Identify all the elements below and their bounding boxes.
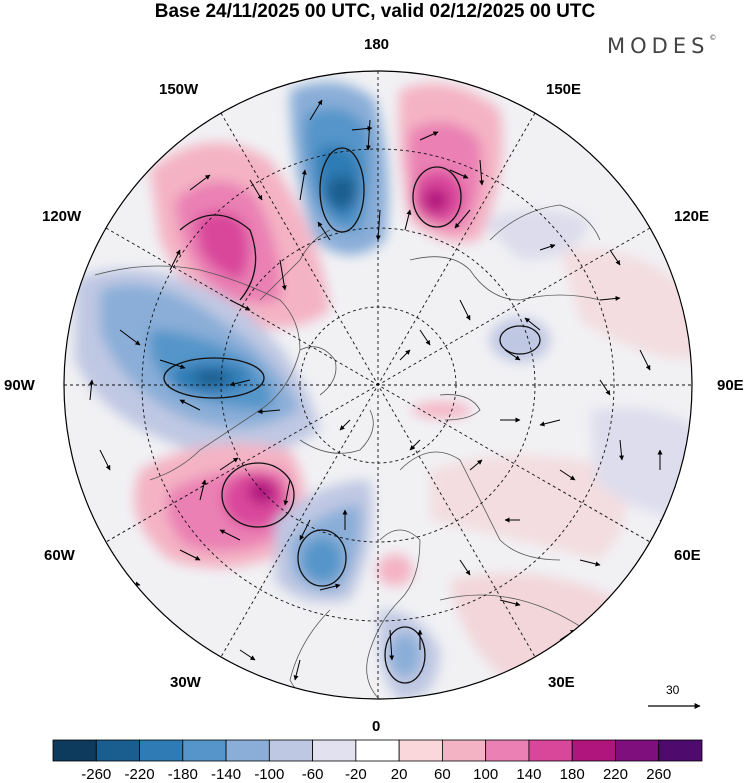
colorbar-swatch bbox=[225, 739, 270, 762]
reference-vector-label: 30 bbox=[666, 683, 680, 697]
anomaly-pacific-light-negative bbox=[480, 210, 590, 260]
colorbar-tick-label: -260 bbox=[81, 766, 112, 783]
graticule bbox=[64, 71, 692, 699]
colorbar-swatch bbox=[312, 739, 357, 762]
label-lon-30w: 30W bbox=[170, 674, 201, 691]
colorbar-swatch bbox=[52, 739, 97, 762]
colorbar-tick-label: -60 bbox=[301, 766, 324, 783]
label-lon-60e: 60E bbox=[674, 547, 701, 564]
label-lon-30e: 30E bbox=[548, 674, 575, 691]
anomaly-siberia-trough bbox=[490, 318, 550, 362]
label-lon-0: 0 bbox=[372, 718, 381, 735]
anomaly-siberia-positive bbox=[560, 248, 692, 360]
anomaly-europe-positive bbox=[430, 455, 627, 560]
colorbar-tick-label: 100 bbox=[473, 766, 499, 783]
label-lon-150e: 150E bbox=[546, 81, 582, 98]
colorbar-tick-label: -140 bbox=[211, 766, 242, 783]
colorbar-swatch bbox=[441, 739, 487, 762]
colorbar-swatch bbox=[355, 739, 400, 762]
colorbar-tick-label: -20 bbox=[345, 766, 367, 783]
label-lon-60w: 60W bbox=[44, 547, 75, 564]
colorbar-tick-label: -220 bbox=[124, 766, 155, 783]
colorbar-swatch bbox=[485, 739, 530, 762]
colorbar-swatch bbox=[528, 739, 573, 762]
label-lon-120e: 120E bbox=[674, 208, 710, 225]
brand-copyright: © bbox=[709, 34, 717, 42]
brand-name: MODES bbox=[607, 34, 710, 58]
label-lon-120w: 120W bbox=[42, 208, 82, 225]
colorbar-swatch bbox=[615, 739, 660, 762]
colorbar-tick-label: 60 bbox=[434, 766, 451, 783]
colorbar-swatch bbox=[658, 739, 703, 762]
colorbar-tick-label: -180 bbox=[167, 766, 198, 783]
colorbar-tick-label: -100 bbox=[254, 766, 285, 783]
colorbar-swatch bbox=[398, 739, 443, 762]
colorbar-swatch bbox=[571, 739, 616, 762]
label-lon-180: 180 bbox=[364, 36, 390, 53]
colorbar-swatch bbox=[268, 739, 314, 762]
map-border bbox=[63, 70, 693, 700]
anomaly-eastasia-negative bbox=[590, 407, 692, 520]
colorbar-tick-label: 180 bbox=[559, 766, 585, 783]
colorbar-tick-label: 260 bbox=[646, 766, 672, 783]
chart-title: Base 24/11/2025 00 UTC, valid 02/12/2025… bbox=[154, 1, 596, 22]
colorbar-tick-label: 140 bbox=[516, 766, 542, 783]
wind-vectors bbox=[89, 99, 676, 681]
anomaly-uk-positive bbox=[377, 554, 413, 586]
colorbar-tick-label: 220 bbox=[602, 766, 628, 783]
label-lon-90w: 90W bbox=[4, 377, 35, 394]
contours bbox=[163, 147, 541, 684]
brand-logo: MODES© bbox=[607, 34, 716, 58]
colorbar-swatch bbox=[182, 739, 227, 762]
colorbar-swatch bbox=[139, 739, 184, 762]
label-lon-90e: 90E bbox=[717, 377, 744, 394]
colorbar-swatch bbox=[95, 739, 140, 762]
anomaly-field bbox=[64, 71, 692, 699]
colorbar-tick-label: 20 bbox=[390, 766, 408, 783]
label-lon-150w: 150W bbox=[159, 81, 199, 98]
colorbar bbox=[52, 739, 703, 762]
